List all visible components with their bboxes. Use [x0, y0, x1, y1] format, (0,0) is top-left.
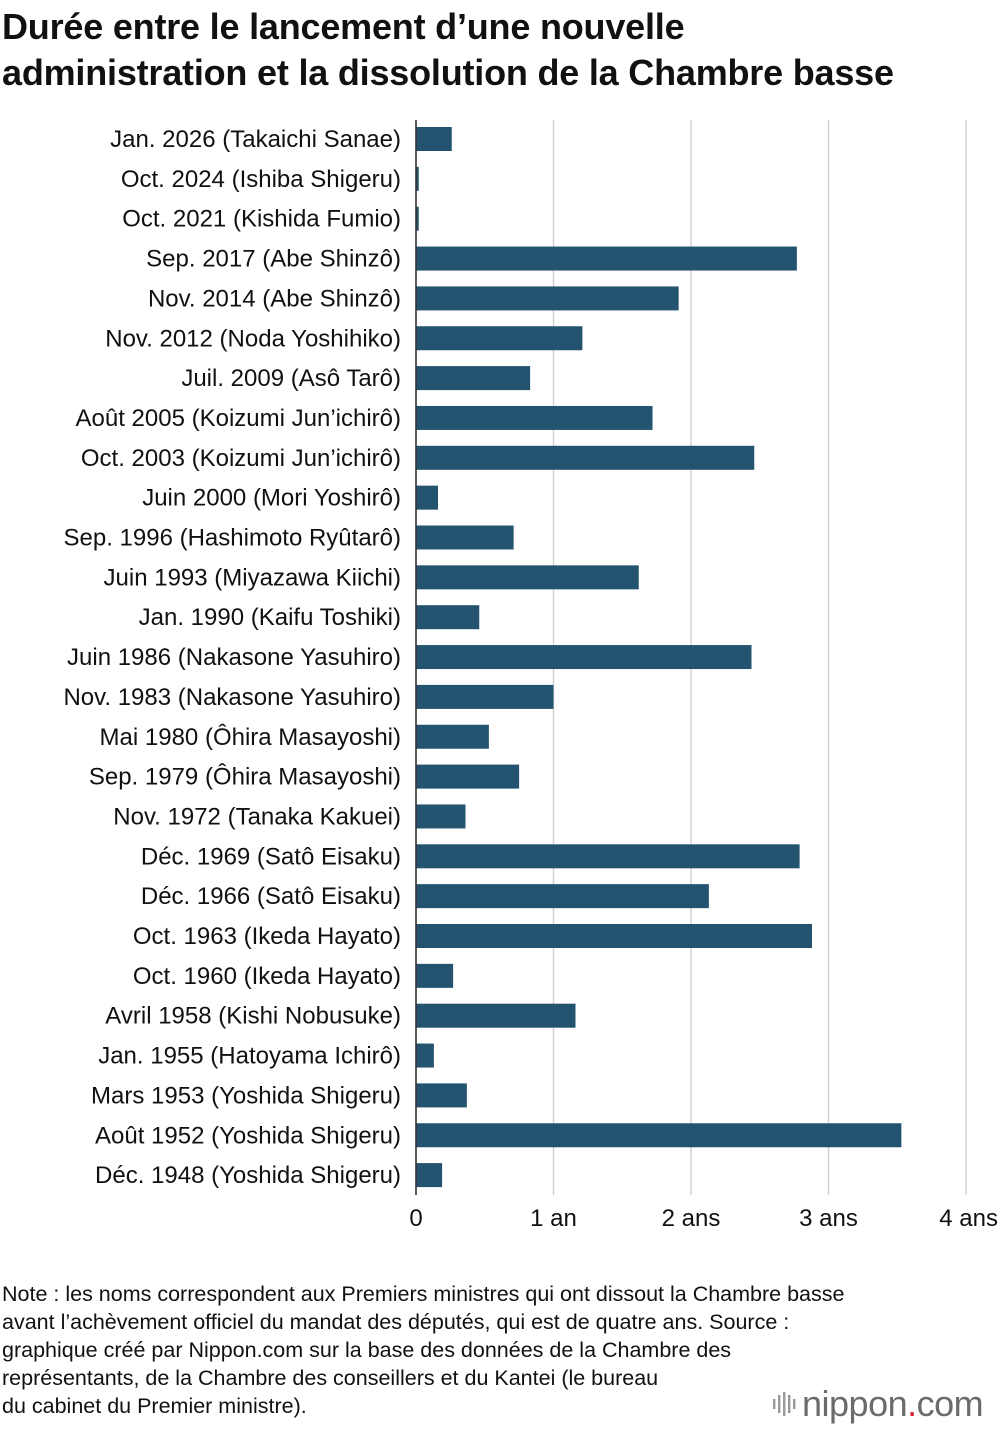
- category-label: Juil. 2009 (Asô Tarô): [181, 365, 401, 392]
- bar: [416, 326, 583, 351]
- source-note: Note : les noms correspondent aux Premie…: [2, 1280, 992, 1420]
- bar: [416, 1003, 576, 1028]
- category-label: Nov. 2012 (Noda Yoshihiko): [105, 325, 401, 352]
- bar: [416, 605, 480, 630]
- chart-title: Durée entre le lancement d’une nouvelle …: [2, 4, 998, 96]
- bar: [416, 963, 454, 988]
- bar: [416, 485, 438, 510]
- bar: [416, 1123, 902, 1148]
- bar: [416, 246, 797, 271]
- note-line: graphique créé par Nippon.com sur la bas…: [2, 1338, 732, 1362]
- bar: [416, 804, 466, 829]
- category-label: Oct. 2024 (Ishiba Shigeru): [121, 166, 401, 193]
- category-label: Nov. 1983 (Nakasone Yasuhiro): [63, 684, 401, 711]
- category-label: Déc. 1948 (Yoshida Shigeru): [95, 1162, 401, 1189]
- category-label: Déc. 1966 (Satô Eisaku): [141, 883, 401, 910]
- bar: [416, 1043, 434, 1068]
- bar: [416, 405, 653, 430]
- category-label: Nov. 1972 (Tanaka Kakuei): [113, 803, 401, 830]
- category-label: Déc. 1969 (Satô Eisaku): [141, 843, 401, 870]
- category-label: Jan. 2026 (Takaichi Sanae): [110, 126, 401, 153]
- chart-title-line: Durée entre le lancement d’une nouvelle: [2, 6, 685, 47]
- category-label: Oct. 2003 (Koizumi Jun’ichirô): [81, 445, 401, 472]
- logo-suffix: com: [916, 1383, 984, 1424]
- bar: [416, 366, 531, 391]
- note-line: du cabinet du Premier ministre).: [2, 1394, 307, 1418]
- bar: [416, 286, 679, 311]
- category-label: Sep. 1996 (Hashimoto Ryûtarô): [64, 525, 402, 552]
- category-label: Août 1952 (Yoshida Shigeru): [95, 1122, 401, 1149]
- bar: [416, 445, 755, 470]
- chart-title-line: administration et la dissolution de la C…: [2, 52, 894, 93]
- bar: [416, 684, 554, 709]
- x-tick-label: 3 ans: [799, 1205, 858, 1232]
- category-label: Jan. 1955 (Hatoyama Ichirô): [98, 1043, 401, 1070]
- bar: [416, 206, 419, 231]
- bar: [416, 565, 639, 590]
- note-line: Note : les noms correspondent aux Premie…: [2, 1282, 845, 1306]
- bar: [416, 764, 520, 789]
- bar: [416, 525, 514, 550]
- category-label: Mai 1980 (Ôhira Masayoshi): [100, 723, 401, 751]
- bar: [416, 1083, 467, 1108]
- bar: [416, 724, 489, 749]
- bar: [416, 844, 800, 869]
- logo-mark-icon: [773, 1392, 796, 1416]
- bar: [416, 924, 812, 948]
- category-label: Juin 2000 (Mori Yoshirô): [142, 485, 401, 512]
- category-label: Juin 1993 (Miyazawa Kiichi): [104, 564, 401, 591]
- category-label: Mars 1953 (Yoshida Shigeru): [91, 1082, 401, 1109]
- bar: [416, 645, 752, 670]
- category-label: Oct. 1963 (Ikeda Hayato): [133, 923, 401, 950]
- logo-dot: .: [907, 1383, 917, 1424]
- category-label: Oct. 2021 (Kishida Fumio): [122, 206, 401, 233]
- note-line: avant l’achèvement officiel du mandat de…: [2, 1310, 790, 1334]
- bar: [416, 884, 709, 909]
- logo-word: nippon: [802, 1383, 908, 1424]
- category-label: Nov. 2014 (Abe Shinzô): [148, 285, 401, 312]
- category-label: Oct. 1960 (Ikeda Hayato): [133, 963, 401, 990]
- bar: [416, 1163, 443, 1188]
- bar-chart: Jan. 2026 (Takaichi Sanae) Oct. 2024 (Ish…: [63, 120, 998, 1232]
- x-tick-label: 2 ans: [662, 1205, 721, 1232]
- x-tick-label: 0: [409, 1205, 422, 1232]
- category-label: Jan. 1990 (Kaifu Toshiki): [139, 604, 401, 631]
- bar: [416, 166, 419, 191]
- logo-wordmark: nippon.com: [802, 1383, 984, 1425]
- category-label: Sep. 1979 (Ôhira Masayoshi): [89, 763, 401, 791]
- x-tick-label: 4 ans: [939, 1205, 998, 1232]
- category-label: Sep. 2017 (Abe Shinzô): [146, 246, 401, 273]
- category-label: Août 2005 (Koizumi Jun’ichirô): [76, 405, 402, 432]
- category-label: Juin 1986 (Nakasone Yasuhiro): [67, 644, 401, 671]
- x-tick-label: 1 an: [530, 1205, 577, 1232]
- category-label: Avril 1958 (Kishi Nobusuke): [105, 1003, 401, 1030]
- bar: [416, 127, 452, 151]
- nippon-logo: nippon.com: [772, 1382, 984, 1426]
- note-line: représentants, de la Chambre des conseil…: [2, 1366, 659, 1390]
